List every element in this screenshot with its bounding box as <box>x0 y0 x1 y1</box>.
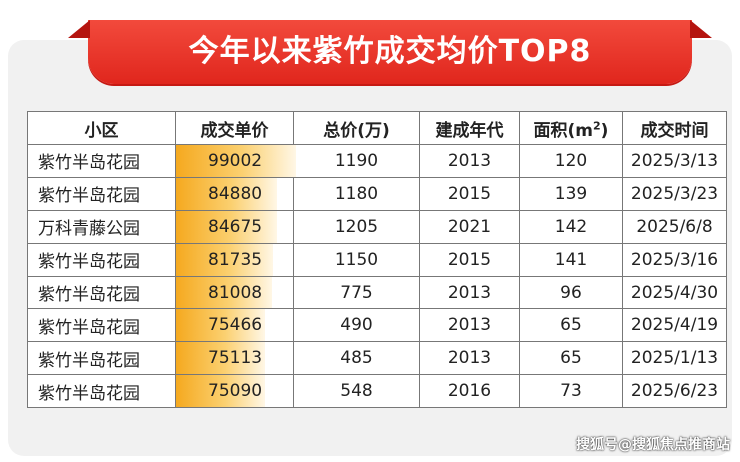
cell-total-price: 1180 <box>293 176 420 211</box>
cell-community: 万科青藤公园 <box>27 209 176 244</box>
cell-area: 141 <box>519 242 623 277</box>
price-bar <box>176 210 277 243</box>
page-title: 今年以来紫竹成交均价TOP8 <box>188 34 592 69</box>
cell-built-year: 2013 <box>419 341 520 376</box>
cell-unit-price: 99002 <box>175 144 296 178</box>
table-row: 紫竹半岛花园 81008 775 2013 96 2025/4/30 <box>27 275 727 310</box>
cell-community: 紫竹半岛花园 <box>27 242 176 277</box>
cell-unit-price: 75466 <box>175 308 294 343</box>
price-bar <box>176 145 296 177</box>
table-row: 万科青藤公园 84675 1205 2021 142 2025/6/8 <box>27 209 727 244</box>
watermark: 搜狐号@搜狐焦点推商站 <box>576 437 730 453</box>
col-header-area: 面积(m2) <box>519 111 623 145</box>
price-value: 81735 <box>208 249 263 270</box>
table-row: 紫竹半岛花园 75113 485 2013 65 2025/1/13 <box>27 341 727 376</box>
price-value: 99002 <box>208 150 263 171</box>
cell-built-year: 2013 <box>419 308 520 343</box>
price-value: 81008 <box>208 282 263 303</box>
title-banner: 今年以来紫竹成交均价TOP8 <box>88 20 692 84</box>
price-value: 84675 <box>208 216 263 237</box>
cell-built-year: 2021 <box>419 209 520 244</box>
price-value: 84880 <box>208 183 263 204</box>
table-row: 紫竹半岛花园 81735 1150 2015 141 2025/3/16 <box>27 242 727 277</box>
cell-deal-date: 2025/3/13 <box>622 144 727 178</box>
table-row: 紫竹半岛花园 75466 490 2013 65 2025/4/19 <box>27 308 727 343</box>
price-bar <box>176 276 272 309</box>
cell-area: 142 <box>519 209 623 244</box>
cell-total-price: 1150 <box>293 242 420 277</box>
cell-community: 紫竹半岛花园 <box>27 341 176 376</box>
price-value: 75090 <box>208 381 263 402</box>
col-header-unit-price: 成交单价 <box>175 111 294 145</box>
price-value: 75466 <box>208 315 263 336</box>
cell-total-price: 775 <box>293 275 420 310</box>
cell-built-year: 2013 <box>419 144 520 178</box>
cell-deal-date: 2025/4/30 <box>622 275 727 310</box>
cell-unit-price: 84675 <box>175 209 294 244</box>
cell-unit-price: 81735 <box>175 242 294 277</box>
price-value: 75113 <box>208 348 263 369</box>
table-row: 紫竹半岛花园 75090 548 2016 73 2025/6/23 <box>27 374 727 409</box>
table-row: 紫竹半岛花园 84880 1180 2015 139 2025/3/23 <box>27 176 727 211</box>
col-header-built-year: 建成年代 <box>419 111 520 145</box>
cell-deal-date: 2025/6/23 <box>622 374 727 409</box>
cell-deal-date: 2025/1/13 <box>622 341 727 376</box>
cell-total-price: 1205 <box>293 209 420 244</box>
cell-unit-price: 75113 <box>175 341 294 376</box>
cell-area: 65 <box>519 341 623 376</box>
cell-community: 紫竹半岛花园 <box>27 374 176 409</box>
cell-unit-price: 84880 <box>175 176 294 211</box>
cell-area: 120 <box>519 144 623 178</box>
price-bar <box>176 342 265 375</box>
price-table: 小区 成交单价 总价(万) 建成年代 面积(m2) 成交时间 紫竹半岛花园 990… <box>27 111 727 409</box>
col-header-deal-date: 成交时间 <box>622 111 727 145</box>
cell-unit-price: 81008 <box>175 275 294 310</box>
cell-community: 紫竹半岛花园 <box>27 144 176 178</box>
cell-deal-date: 2025/3/16 <box>622 242 727 277</box>
cell-built-year: 2013 <box>419 275 520 310</box>
cell-total-price: 485 <box>293 341 420 376</box>
cell-built-year: 2015 <box>419 242 520 277</box>
cell-deal-date: 2025/3/23 <box>622 176 727 211</box>
cell-total-price: 490 <box>293 308 420 343</box>
price-bar <box>176 375 265 408</box>
cell-area: 139 <box>519 176 623 211</box>
cell-area: 96 <box>519 275 623 310</box>
cell-community: 紫竹半岛花园 <box>27 275 176 310</box>
price-bar <box>176 177 277 210</box>
cell-area: 73 <box>519 374 623 409</box>
cell-deal-date: 2025/6/8 <box>622 209 727 244</box>
cell-community: 紫竹半岛花园 <box>27 308 176 343</box>
cell-area: 65 <box>519 308 623 343</box>
price-bar <box>176 243 273 276</box>
table-header-row: 小区 成交单价 总价(万) 建成年代 面积(m2) 成交时间 <box>27 111 727 145</box>
cell-built-year: 2015 <box>419 176 520 211</box>
col-header-community: 小区 <box>27 111 176 145</box>
cell-unit-price: 75090 <box>175 374 294 409</box>
cell-total-price: 1190 <box>293 144 420 178</box>
cell-community: 紫竹半岛花园 <box>27 176 176 211</box>
cell-total-price: 548 <box>293 374 420 409</box>
cell-deal-date: 2025/4/19 <box>622 308 727 343</box>
col-header-total-price: 总价(万) <box>293 111 420 145</box>
cell-built-year: 2016 <box>419 374 520 409</box>
table-row: 紫竹半岛花园 99002 1190 2013 120 2025/3/13 <box>27 144 727 178</box>
price-bar <box>176 309 265 342</box>
